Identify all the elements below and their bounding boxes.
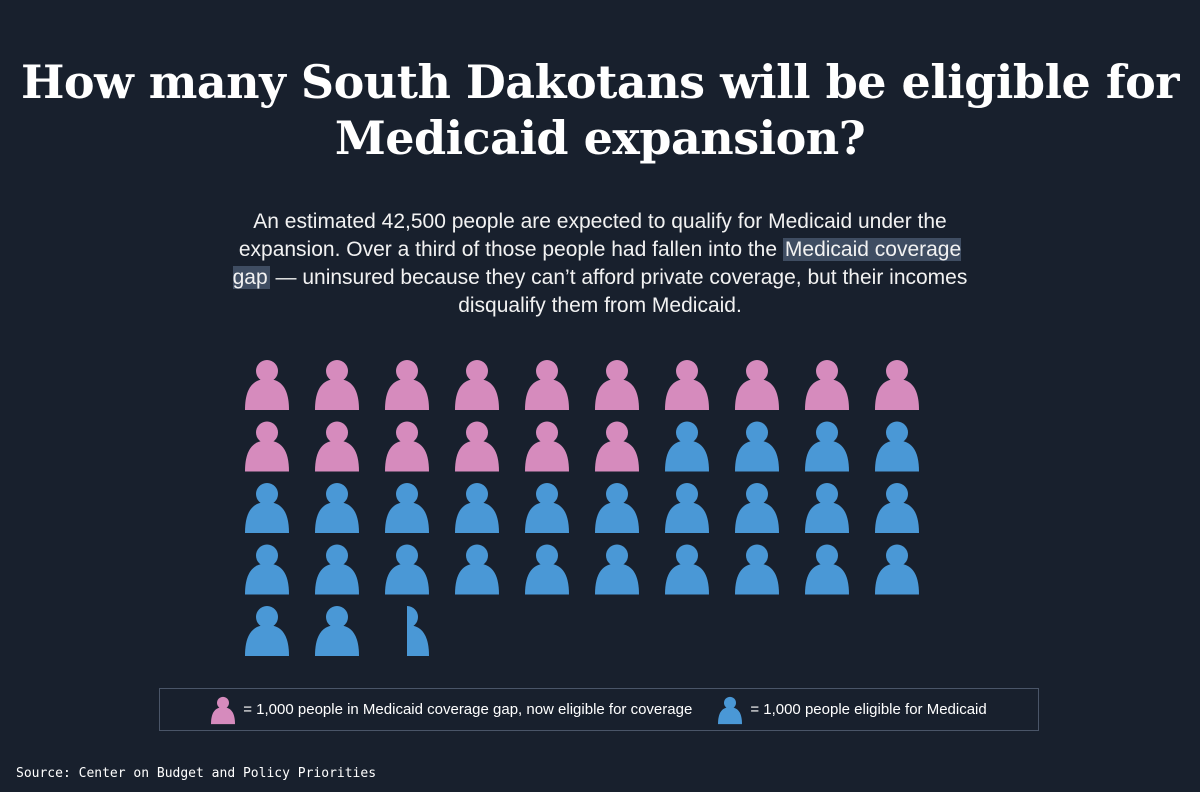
- person-icon-eligible: [875, 483, 919, 533]
- person-icon-eligible: [245, 483, 289, 533]
- person-icon-gap: [245, 360, 289, 410]
- person-icon-eligible: [665, 421, 709, 472]
- person-icon-gap: [315, 360, 359, 410]
- person-icon-gap: [525, 360, 569, 410]
- person-icon-eligible: [455, 544, 499, 595]
- person-icon-gap: [805, 360, 849, 410]
- source-note: Source: Center on Budget and Policy Prio…: [16, 766, 377, 781]
- subtitle-text-after: — uninsured because they can’t afford pr…: [275, 266, 968, 317]
- person-icon-eligible: [665, 483, 709, 533]
- legend-item-eligible: = 1,000 people eligible for Medicaid: [718, 695, 987, 725]
- person-icon-eligible: [525, 483, 569, 533]
- person-icon-gap: [595, 360, 639, 410]
- person-icon-eligible: [455, 483, 499, 533]
- person-icon-eligible: [595, 483, 639, 533]
- person-icon-eligible: [735, 544, 779, 595]
- person-icon-gap: [665, 360, 709, 410]
- person-icon-eligible: [385, 544, 429, 595]
- person-icon-gap: [455, 421, 499, 472]
- legend-label-gap: = 1,000 people in Medicaid coverage gap,…: [243, 701, 693, 718]
- legend-item-gap: = 1,000 people in Medicaid coverage gap,…: [211, 695, 692, 725]
- person-icon-gap: [875, 360, 919, 410]
- person-icon-eligible: [805, 421, 849, 472]
- chart-title: How many South Dakotans will be eligible…: [20, 55, 1180, 165]
- person-icon-eligible: [315, 606, 359, 656]
- person-icon-gap: [385, 360, 429, 410]
- person-icon-gap: [385, 421, 429, 472]
- person-icon-eligible: [665, 544, 709, 595]
- person-icon-partial: [407, 606, 429, 656]
- person-icon-blue: [718, 696, 743, 724]
- person-icon-gap: [735, 360, 779, 410]
- person-icon-gap: [455, 360, 499, 410]
- person-icon-eligible: [595, 544, 639, 595]
- subtitle-text-before: An estimated 42,500 people are expected …: [238, 210, 947, 261]
- legend: = 1,000 people in Medicaid coverage gap,…: [159, 688, 1039, 731]
- chart-subtitle: An estimated 42,500 people are expected …: [230, 208, 970, 320]
- person-icon-gap: [315, 421, 359, 472]
- person-icon-eligible: [875, 544, 919, 595]
- person-icon-eligible: [875, 421, 919, 472]
- person-icon-eligible: [735, 483, 779, 533]
- legend-label-eligible: = 1,000 people eligible for Medicaid: [750, 701, 987, 718]
- person-icon-eligible: [805, 483, 849, 533]
- person-icon-gap: [525, 421, 569, 472]
- pictogram-chart: [245, 360, 919, 656]
- person-icon-eligible: [245, 544, 289, 595]
- person-icon-gap: [595, 421, 639, 472]
- person-icon-gap: [245, 421, 289, 472]
- person-icon-eligible: [315, 544, 359, 595]
- person-icon-eligible: [245, 606, 289, 656]
- person-icon-eligible: [805, 544, 849, 595]
- person-icon-pink: [211, 696, 236, 724]
- person-icon-eligible: [525, 544, 569, 595]
- person-icon-eligible: [315, 483, 359, 533]
- person-icon-eligible: [735, 421, 779, 472]
- person-icon-eligible: [385, 483, 429, 533]
